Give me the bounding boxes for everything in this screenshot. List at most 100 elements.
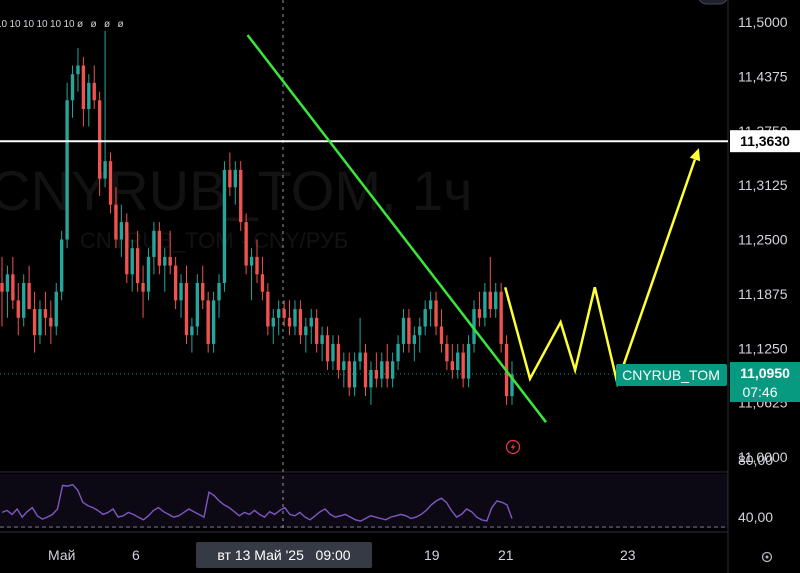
candle — [222, 161, 227, 292]
candle — [271, 309, 275, 344]
candle — [255, 239, 259, 283]
candle — [287, 300, 292, 336]
top-mark: ø — [77, 19, 83, 30]
candle — [347, 352, 351, 397]
watermark-subtitle: CNYRUB_TOM · CNY/РУБ — [80, 228, 348, 253]
candle — [249, 248, 254, 301]
candle — [494, 283, 498, 318]
descending-trendline[interactable] — [246, 34, 547, 423]
last-price-label: 11,0950 — [740, 365, 790, 381]
top-mark: 10 — [37, 19, 49, 30]
candle — [396, 335, 400, 370]
candle — [445, 335, 449, 370]
candle — [195, 274, 200, 336]
candle — [135, 230, 140, 292]
candle — [304, 317, 308, 353]
candle — [293, 300, 297, 336]
time-tick-23: 23 — [620, 547, 636, 563]
candle — [510, 361, 514, 405]
candle — [266, 283, 270, 336]
price-tick: 11,4375 — [738, 68, 788, 84]
candle — [439, 309, 444, 353]
candle — [277, 300, 281, 336]
candle — [385, 343, 389, 388]
candle — [87, 74, 91, 127]
top-mark: 10 — [64, 19, 76, 30]
top-mark: ø — [104, 19, 110, 30]
candle — [352, 352, 357, 397]
projection-arrowhead — [689, 148, 701, 162]
rsi-tick-80: 80,00 — [738, 452, 773, 468]
candle — [27, 265, 31, 310]
candle — [320, 326, 324, 362]
candle — [298, 300, 303, 344]
gear-icon[interactable] — [761, 551, 773, 563]
candle — [54, 283, 58, 336]
candle — [428, 291, 433, 327]
price-tick: 11,1250 — [738, 340, 788, 356]
time-tick-may: Май — [48, 547, 75, 563]
candle — [43, 291, 48, 336]
candle — [325, 326, 330, 370]
candle — [157, 222, 162, 275]
menu-button[interactable] — [698, 0, 728, 5]
top-mark: 10 — [23, 19, 35, 30]
candle — [483, 283, 487, 327]
price-tick: 11,2500 — [738, 232, 788, 248]
top-marks-row: 101010101010øøøø — [0, 19, 124, 30]
candle — [466, 335, 471, 388]
horizontal-level-label: 11,3630 — [730, 130, 800, 153]
candle — [309, 309, 313, 344]
candle — [206, 291, 210, 353]
candle — [163, 248, 167, 292]
candle — [211, 291, 216, 353]
candle — [380, 352, 384, 388]
candle — [152, 222, 156, 275]
candle — [434, 291, 438, 336]
candle — [363, 343, 368, 397]
price-tick: 11,5000 — [738, 14, 788, 30]
candle — [125, 213, 129, 283]
rsi-line — [1, 483, 513, 522]
candle — [108, 152, 113, 214]
countdown-label: 07:46 — [742, 384, 777, 400]
candle — [146, 248, 151, 301]
candle — [217, 274, 221, 318]
top-mark: 10 — [0, 19, 8, 30]
candle — [407, 309, 411, 353]
candle — [190, 317, 194, 353]
candle — [32, 291, 37, 353]
candle — [336, 335, 341, 379]
candle — [331, 335, 335, 370]
time-tick-21: 21 — [498, 547, 514, 563]
candle — [488, 256, 492, 318]
candle — [103, 30, 107, 188]
top-mark: 10 — [10, 19, 22, 30]
candle — [5, 265, 10, 318]
candle — [70, 65, 75, 118]
candle — [11, 256, 15, 310]
time-tick-6: 6 — [132, 547, 140, 563]
candle — [81, 56, 86, 127]
candle — [59, 230, 64, 301]
candle — [450, 343, 455, 379]
candle — [374, 352, 379, 388]
candle — [461, 343, 465, 388]
candle — [412, 326, 417, 362]
candle — [92, 65, 96, 109]
candle — [0, 256, 4, 327]
candle — [244, 213, 248, 275]
symbol-tag-label: CNYRUB_TOM — [622, 367, 720, 383]
candle — [65, 82, 69, 249]
top-mark: 10 — [50, 19, 62, 30]
candle — [472, 300, 476, 353]
candle — [184, 265, 189, 344]
lightning-alert-icon[interactable] — [505, 439, 521, 455]
time-axis[interactable]: Май 6 19 21 23 вт 13 Май '25 09:00 — [48, 542, 636, 568]
candle — [390, 352, 395, 388]
candle — [179, 274, 183, 318]
candle — [38, 300, 42, 344]
